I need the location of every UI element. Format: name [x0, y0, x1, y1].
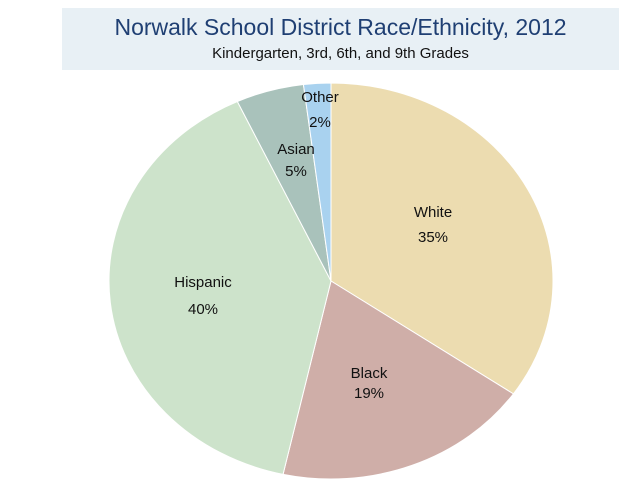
- pie-slice-white: [330, 82, 554, 395]
- pie-slice-black: [282, 280, 515, 480]
- slice-name-label-asian: Asian: [277, 141, 315, 158]
- slice-name-label-white: White: [414, 204, 452, 221]
- slice-name-label-black: Black: [351, 365, 388, 382]
- chart-subtitle: Kindergarten, 3rd, 6th, and 9th Grades: [212, 45, 469, 62]
- slice-name-label-other: Other: [301, 89, 339, 106]
- slice-value-label-white: 35%: [418, 229, 448, 246]
- pie-slice-other: [302, 82, 332, 282]
- slice-value-label-asian: 5%: [285, 163, 307, 180]
- slice-name-label-hispanic: Hispanic: [174, 274, 232, 291]
- chart-title: Norwalk School District Race/Ethnicity, …: [114, 14, 567, 40]
- slice-value-label-hispanic: 40%: [188, 301, 218, 318]
- pie-slice-hispanic: [108, 100, 332, 475]
- slice-value-label-black: 19%: [354, 385, 384, 402]
- title-banner: Norwalk School District Race/Ethnicity, …: [62, 8, 619, 70]
- slice-value-label-other: 2%: [309, 114, 331, 131]
